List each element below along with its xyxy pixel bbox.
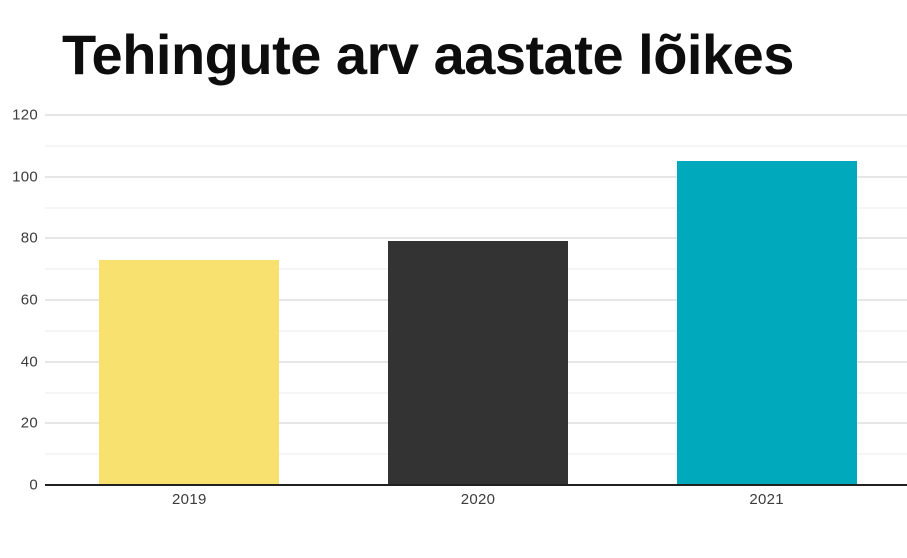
gridline-120 (45, 114, 907, 116)
x-axis-baseline (45, 484, 907, 486)
y-tick-label-80: 80 (20, 229, 38, 247)
gridline-100 (45, 176, 907, 178)
y-axis: 0 20 40 60 80 100 120 (0, 107, 38, 494)
y-tick-label-0: 0 (29, 476, 38, 494)
y-tick-label-40: 40 (20, 353, 38, 371)
x-tick-label-2021: 2021 (749, 491, 784, 508)
x-axis: 2019 2020 2021 (45, 491, 907, 513)
x-tick-label-2020: 2020 (460, 491, 496, 508)
plot-area (45, 114, 907, 486)
gridline-90 (45, 207, 907, 208)
y-tick-label-60: 60 (20, 291, 38, 309)
gridline-110 (45, 145, 907, 147)
y-tick-label-120: 120 (12, 106, 38, 124)
bar-2019 (99, 259, 280, 485)
y-tick-label-20: 20 (20, 414, 38, 432)
y-tick-label-100: 100 (12, 168, 38, 186)
chart-title: Tehingute arv aastate lõikes (62, 23, 794, 86)
bar-2020 (388, 241, 568, 485)
x-tick-label-2019: 2019 (172, 491, 207, 508)
gridline-80 (45, 237, 907, 239)
bar-2021 (676, 161, 857, 485)
